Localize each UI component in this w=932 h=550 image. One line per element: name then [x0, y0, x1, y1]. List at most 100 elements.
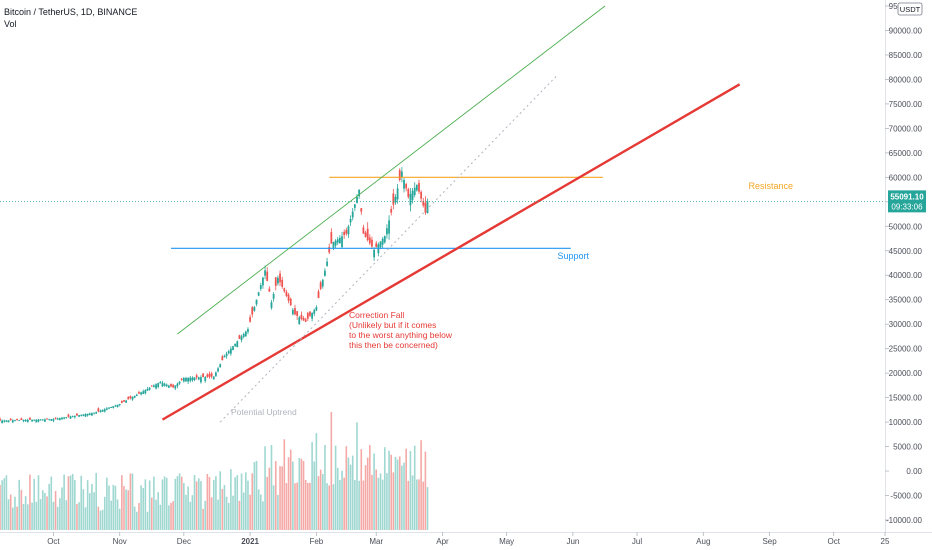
volume-bar: [392, 472, 395, 530]
candle-body: [20, 418, 23, 421]
volume-bar: [426, 487, 429, 530]
volume-bar: [369, 445, 371, 530]
candle-body: [262, 277, 264, 286]
last-price-countdown: 09:33:06: [891, 202, 923, 211]
volume-bar: [405, 448, 407, 530]
volume-bar: [204, 500, 207, 530]
candle-body: [298, 317, 301, 325]
candle-body: [182, 378, 185, 382]
candle-body: [63, 417, 66, 419]
currency-badge[interactable]: USDT: [897, 2, 923, 16]
candle-body: [304, 319, 307, 322]
volume-bar: [46, 496, 48, 530]
candle-body: [232, 346, 234, 351]
volume-bar: [44, 492, 46, 530]
candle-body: [236, 341, 239, 348]
volume-bar: [230, 469, 232, 530]
candle-body: [133, 395, 136, 398]
candle-body: [99, 410, 102, 413]
volume-bar: [266, 476, 269, 530]
volume-bar: [272, 485, 275, 530]
candle-body: [76, 413, 78, 416]
volume-bar: [180, 476, 183, 530]
volume-bar: [407, 480, 410, 530]
volume-bar: [300, 458, 303, 530]
candle-body: [161, 382, 164, 387]
correction-trend-line: [161, 83, 741, 421]
candle-body: [116, 404, 119, 408]
volume-bar: [86, 480, 89, 530]
volume-bar: [354, 479, 356, 530]
candle-body: [5, 420, 8, 422]
volume-bar: [403, 462, 405, 530]
volume-bar: [163, 476, 166, 530]
candle-body: [405, 183, 408, 189]
y-tick-label: 45000.00: [889, 247, 923, 256]
correction-line-2: (Unlikely but if it comes: [349, 320, 436, 330]
candle-body: [313, 309, 316, 314]
volume-bar: [183, 483, 185, 530]
volume-bar: [311, 442, 313, 530]
volume-bar: [245, 472, 247, 530]
x-tick-label: Oct: [827, 537, 840, 546]
volume-bar: [91, 483, 93, 530]
volume-bar: [379, 473, 382, 530]
candle-body: [46, 418, 48, 420]
candle-body: [240, 336, 243, 341]
candle-body: [9, 418, 12, 421]
volume-bar: [80, 475, 83, 530]
candle-body: [217, 368, 219, 372]
candle-body: [73, 415, 76, 418]
volume-bar: [29, 474, 31, 530]
volume-bar: [321, 473, 324, 530]
candle-body: [251, 307, 254, 315]
volume-bar: [159, 504, 162, 530]
candle-body: [351, 211, 354, 218]
x-tick-label: May: [499, 537, 514, 546]
candle-body: [129, 396, 132, 399]
candle-body: [41, 419, 44, 421]
candle-body: [125, 400, 128, 403]
volume-bar: [362, 480, 365, 530]
candle-body: [373, 249, 375, 258]
candle-body: [266, 271, 269, 281]
correction-line-4: this then be concerned): [349, 340, 438, 350]
candle-body: [108, 407, 110, 409]
candle-body: [311, 312, 314, 319]
volume-bar: [26, 504, 29, 530]
y-tick-label: 50000.00: [889, 222, 923, 231]
volume-bar: [383, 447, 386, 530]
volume-bar: [93, 492, 95, 530]
volume-bar: [304, 479, 307, 530]
candle-body: [114, 405, 117, 407]
candle-body: [302, 317, 305, 321]
volume-bar: [240, 473, 243, 530]
volume-bar: [121, 475, 123, 530]
volume-bar: [59, 498, 61, 530]
correction-annotation: Correction Fall (Unlikely but if it come…: [349, 310, 453, 350]
volume-bar: [71, 473, 74, 530]
candle-body: [146, 388, 149, 391]
candle-body: [272, 294, 275, 299]
candle-body: [426, 201, 429, 213]
volume-bar: [84, 507, 87, 530]
candle-body: [225, 353, 228, 357]
candle-body: [210, 373, 213, 377]
candle-body: [56, 418, 59, 420]
candle-body: [150, 385, 153, 387]
candle-body: [39, 419, 42, 421]
candle-body: [356, 196, 358, 203]
volume-bar: [103, 496, 106, 530]
y-tick-label: 5000.00: [893, 443, 922, 452]
volume-bar: [76, 504, 78, 530]
candle-body: [330, 232, 333, 244]
volume-bar: [315, 433, 318, 530]
candle-body: [321, 279, 324, 287]
candle-body: [0, 418, 1, 421]
volume-bar: [161, 479, 164, 530]
volume-bar: [35, 501, 38, 530]
volume-bar: [189, 501, 192, 530]
volume-bar: [114, 485, 117, 530]
